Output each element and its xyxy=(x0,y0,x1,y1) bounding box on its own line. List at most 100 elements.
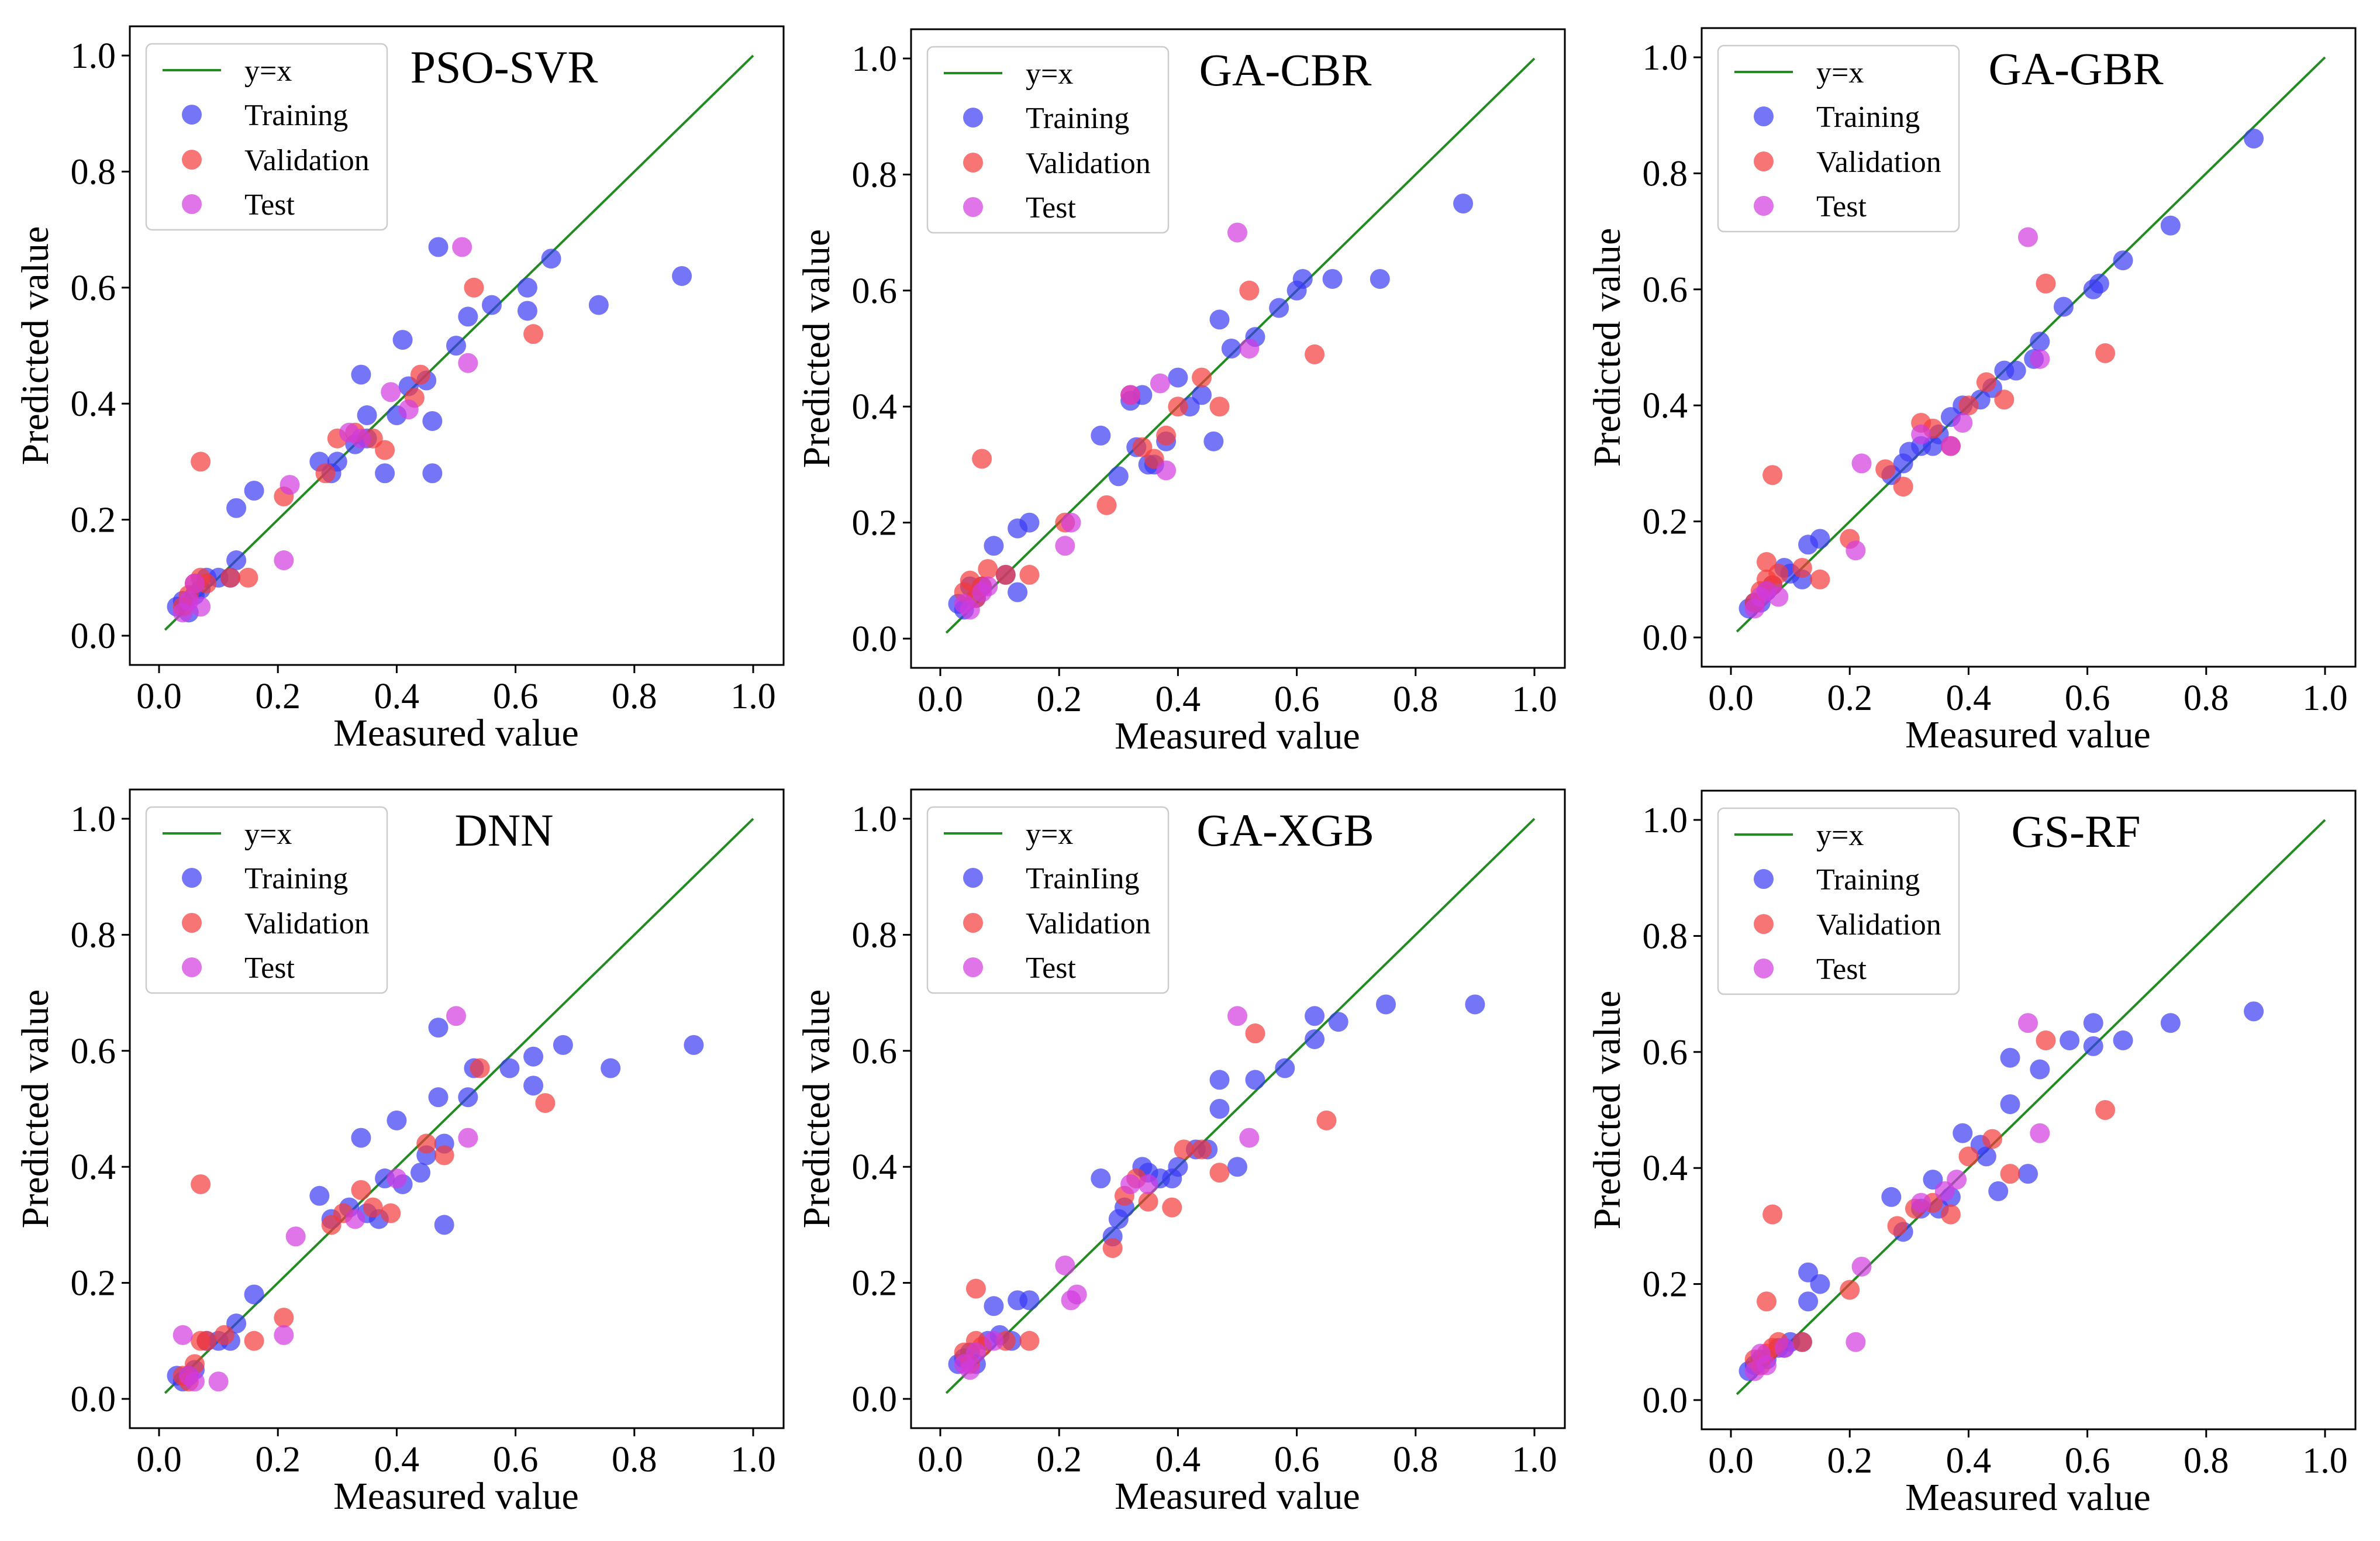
data-point-training xyxy=(2060,1030,2080,1050)
scatter-panel: 0.0 0.0 0.2 0.2 0.4 0.4 0.6 0.6 0.8 0.8 1.0 1.0 Meas… xyxy=(1586,790,2357,1519)
y-axis-title: Predicted value xyxy=(795,229,838,468)
data-point-training xyxy=(1953,1123,1973,1143)
x-tick-label: 0.8 xyxy=(612,677,657,716)
data-point-training xyxy=(2113,1030,2133,1050)
x-tick-label: 0.6 xyxy=(1274,1440,1320,1480)
y-tick-label: 0.4 xyxy=(1643,386,1688,426)
scatter-panel: 0.0 0.0 0.2 0.2 0.4 0.4 0.6 0.6 0.8 0.8 1.0 1.0 Meas… xyxy=(795,788,1566,1518)
x-tick-label: 1.0 xyxy=(2302,1441,2348,1481)
data-point-validation xyxy=(978,559,998,579)
data-point-validation xyxy=(1019,564,1040,585)
data-point-trainiing xyxy=(1227,1157,1247,1177)
legend-box xyxy=(1717,44,1960,233)
data-point-validation xyxy=(995,564,1016,585)
legend-label: y=x xyxy=(244,818,292,851)
y-axis-title: Predicted value xyxy=(14,226,57,466)
x-tick-label: 0.6 xyxy=(2065,1441,2110,1481)
data-point-trainiing xyxy=(1091,1168,1111,1189)
legend-label: Training xyxy=(244,862,348,895)
data-point-training xyxy=(1976,1146,1996,1167)
y-tick-label: 0.6 xyxy=(71,268,116,308)
data-point-training xyxy=(2000,1094,2020,1115)
data-point-training xyxy=(1269,298,1289,318)
y-tick-label: 1.0 xyxy=(1643,801,1688,840)
data-point-validation xyxy=(1976,372,1996,392)
y-tick-label: 0.8 xyxy=(71,152,116,192)
axes-frame xyxy=(1701,27,2357,668)
data-point-training xyxy=(244,1284,264,1305)
y-tick-label: 0.0 xyxy=(1643,1381,1688,1421)
data-point-training xyxy=(422,463,443,484)
data-point-validation xyxy=(214,1325,234,1345)
x-tick-label: 0.6 xyxy=(2065,678,2110,718)
data-point-validation xyxy=(1840,1280,1860,1300)
data-point-validation xyxy=(1209,1163,1230,1183)
x-axis-title: Measured value xyxy=(1115,1475,1360,1518)
x-tick-label: 0.0 xyxy=(1708,1441,1754,1481)
y-tick-label: 0.0 xyxy=(71,616,116,656)
y-tick-label: 0.8 xyxy=(852,915,898,955)
x-tick-label: 1.0 xyxy=(730,1440,776,1480)
data-point-validation xyxy=(1192,1139,1212,1160)
y-tick-label: 1.0 xyxy=(71,36,116,76)
x-tick-label: 0.8 xyxy=(1393,1440,1439,1480)
data-point-training xyxy=(428,1018,449,1038)
data-point-test xyxy=(1768,587,1789,607)
data-point-training xyxy=(351,1128,371,1148)
x-axis-title: Measured value xyxy=(333,712,579,754)
data-point-training xyxy=(1221,339,1241,358)
y-tick-label: 0.6 xyxy=(852,271,898,311)
y-tick-label: 0.2 xyxy=(1643,1265,1688,1305)
identity-line xyxy=(945,818,1536,1394)
data-point-test xyxy=(184,573,205,594)
data-point-training xyxy=(309,1185,330,1206)
data-point-training xyxy=(458,306,478,327)
legend-marker-training xyxy=(1754,106,1774,126)
y-tick-label: 0.4 xyxy=(852,1147,898,1187)
x-tick-label: 0.0 xyxy=(917,1440,963,1480)
data-point-validation xyxy=(1940,1204,1961,1225)
axes-frame xyxy=(910,28,1566,669)
x-tick-label: 1.0 xyxy=(2302,678,2348,718)
panel-title: GA-GBR xyxy=(1988,43,2163,94)
data-point-test xyxy=(1055,536,1075,556)
legend-marker-test xyxy=(182,194,202,214)
legend-label: Test xyxy=(244,952,295,985)
y-tick-label: 0.6 xyxy=(71,1032,116,1071)
data-point-test xyxy=(1851,1256,1872,1277)
data-point-training xyxy=(1370,268,1390,289)
data-point-training xyxy=(523,1046,544,1067)
data-point-validation xyxy=(1316,1110,1337,1130)
y-axis-title: Predicted value xyxy=(1586,228,1629,467)
data-point-validation xyxy=(238,567,258,588)
data-point-training xyxy=(588,295,609,315)
data-point-training xyxy=(1988,1181,2009,1201)
data-point-test xyxy=(1156,460,1177,481)
data-point-validation xyxy=(1209,397,1230,417)
x-tick-label: 0.4 xyxy=(1946,678,1992,718)
x-tick-label: 0.4 xyxy=(374,1440,420,1480)
data-point-test xyxy=(1947,1170,1967,1190)
x-tick-label: 1.0 xyxy=(1512,1440,1557,1480)
data-point-trainiing xyxy=(1209,1099,1230,1119)
data-point-validation xyxy=(1168,397,1188,417)
legend-label: Training xyxy=(1026,102,1129,135)
y-axis-title: Predicted value xyxy=(795,990,838,1229)
data-point-test xyxy=(1911,424,1931,444)
data-point-test xyxy=(1120,1174,1141,1194)
data-point-validation xyxy=(1102,1238,1123,1259)
legend-marker-training xyxy=(182,868,202,888)
data-point-training xyxy=(1108,466,1129,487)
data-point-training xyxy=(2244,128,2264,149)
data-point-training xyxy=(2113,250,2133,271)
data-point-test xyxy=(978,576,998,597)
data-point-test xyxy=(1953,412,1973,433)
data-point-test xyxy=(387,1168,407,1189)
x-tick-label: 0.4 xyxy=(374,677,420,716)
data-point-validation xyxy=(535,1093,556,1113)
legend-label: Training xyxy=(1816,101,1920,134)
data-point-validation xyxy=(1762,1204,1783,1225)
scatter-panel: 0.0 0.0 0.2 0.2 0.4 0.4 0.6 0.6 0.8 0.8 1.0 1.0 Meas… xyxy=(14,788,785,1518)
scatter-panel: 0.0 0.0 0.2 0.2 0.4 0.4 0.6 0.6 0.8 0.8 1.0 1.0 Meas… xyxy=(795,28,1566,757)
axes-frame xyxy=(910,788,1566,1429)
